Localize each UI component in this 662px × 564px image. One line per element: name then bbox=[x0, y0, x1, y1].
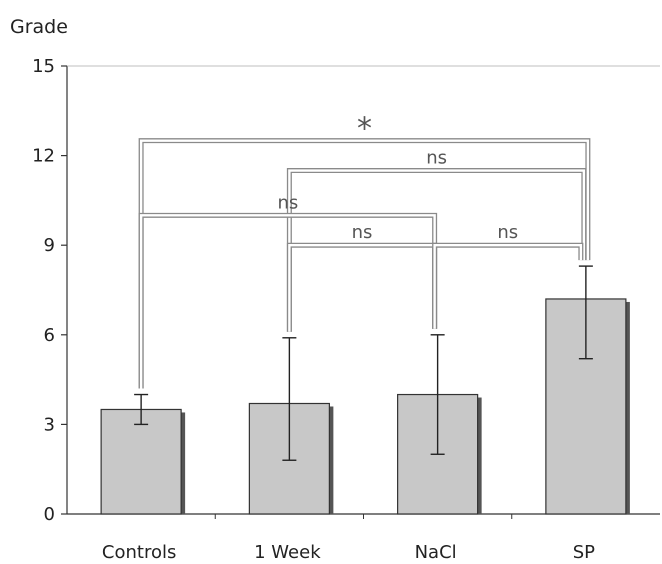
bracket-inner bbox=[433, 244, 583, 329]
significance-label: ns bbox=[497, 222, 518, 243]
y-tick-label: 9 bbox=[44, 235, 55, 256]
x-category-label: Controls bbox=[102, 542, 176, 563]
x-category-label: SP bbox=[573, 542, 595, 563]
significance-bracket: ns bbox=[286, 222, 438, 332]
bracket-outer bbox=[138, 138, 591, 389]
significance-label: * bbox=[357, 112, 372, 147]
y-tick-label: 12 bbox=[32, 146, 55, 167]
significance-label: ns bbox=[277, 192, 298, 213]
y-tick-label: 15 bbox=[32, 56, 55, 77]
significance-bracket: ns bbox=[432, 222, 584, 329]
y-tick-label: 0 bbox=[44, 504, 55, 525]
significance-bracket: * bbox=[138, 112, 591, 389]
y-axis-label: Grade bbox=[10, 16, 68, 38]
category-labels: Controls 1 Week NaCl SP bbox=[102, 542, 595, 563]
error-bars bbox=[134, 265, 593, 461]
x-category-label: NaCl bbox=[415, 542, 457, 563]
bar bbox=[100, 408, 182, 515]
x-category-label: 1 Week bbox=[254, 542, 321, 563]
significance-label: ns bbox=[426, 148, 447, 169]
bars bbox=[100, 298, 630, 515]
significance-brackets: * ns ns ns ns bbox=[138, 112, 591, 389]
y-tick-label: 3 bbox=[44, 414, 55, 435]
y-tick-label: 6 bbox=[44, 325, 55, 346]
bracket-outer bbox=[286, 242, 438, 332]
bracket-inner bbox=[288, 244, 436, 332]
significance-label: ns bbox=[352, 222, 373, 243]
bracket-inner bbox=[139, 139, 590, 389]
